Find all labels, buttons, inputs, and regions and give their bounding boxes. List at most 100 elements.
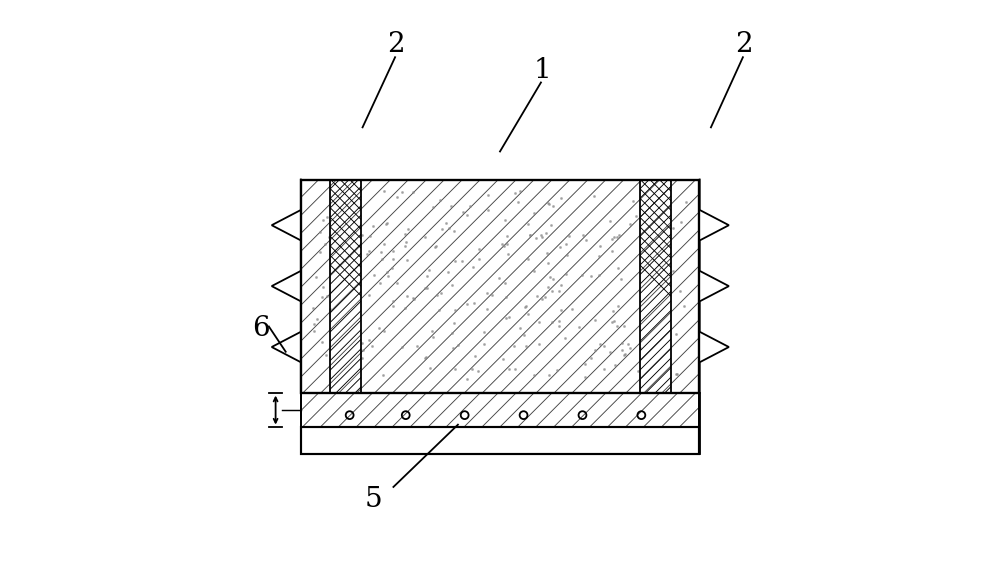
Point bbox=[389, 278, 405, 287]
Point bbox=[379, 219, 395, 228]
Point bbox=[512, 323, 528, 332]
Point bbox=[592, 339, 608, 348]
Point bbox=[534, 232, 550, 241]
Point bbox=[561, 232, 577, 241]
Point bbox=[533, 231, 549, 240]
Point bbox=[540, 259, 556, 268]
Point bbox=[479, 305, 495, 314]
Point bbox=[405, 187, 421, 196]
Point bbox=[465, 263, 481, 272]
Point bbox=[604, 234, 620, 243]
Point bbox=[372, 279, 388, 288]
Point bbox=[498, 313, 514, 322]
Point bbox=[405, 293, 421, 302]
Point bbox=[507, 188, 523, 197]
Point bbox=[520, 219, 536, 228]
Point bbox=[364, 342, 380, 351]
Point bbox=[587, 345, 603, 354]
Bar bbox=[640, 180, 671, 393]
Point bbox=[476, 340, 492, 349]
Point bbox=[459, 300, 475, 309]
Point bbox=[607, 361, 623, 370]
Point bbox=[665, 266, 681, 275]
Point bbox=[315, 282, 331, 291]
Point bbox=[498, 292, 514, 301]
Point bbox=[574, 270, 590, 279]
Point bbox=[620, 340, 636, 349]
Point bbox=[491, 274, 507, 283]
Point bbox=[602, 347, 618, 356]
Point bbox=[602, 216, 618, 225]
Point bbox=[417, 232, 433, 241]
Bar bbox=[301, 393, 699, 427]
Point bbox=[495, 355, 511, 364]
Point bbox=[543, 221, 559, 230]
Point bbox=[545, 275, 561, 284]
Point bbox=[538, 229, 554, 238]
Bar bbox=[640, 180, 671, 393]
Point bbox=[398, 238, 414, 247]
Point bbox=[399, 255, 415, 264]
Point bbox=[544, 287, 560, 296]
Point bbox=[542, 273, 558, 282]
Point bbox=[528, 234, 544, 243]
Point bbox=[446, 226, 462, 235]
Point bbox=[447, 364, 463, 373]
Point bbox=[545, 201, 561, 210]
Point bbox=[399, 292, 415, 301]
Point bbox=[314, 337, 330, 346]
Point bbox=[668, 369, 684, 378]
Point bbox=[354, 231, 370, 240]
Point bbox=[406, 295, 422, 304]
Point bbox=[564, 304, 580, 313]
Point bbox=[354, 353, 370, 362]
Point bbox=[622, 343, 638, 352]
Point bbox=[446, 319, 462, 328]
Point bbox=[447, 256, 463, 265]
Point bbox=[665, 223, 681, 232]
Point bbox=[419, 272, 435, 280]
Point bbox=[445, 344, 461, 353]
Point bbox=[500, 249, 516, 258]
Point bbox=[433, 288, 449, 297]
Point bbox=[552, 242, 568, 251]
Point bbox=[613, 275, 629, 284]
Bar bbox=[330, 180, 361, 393]
Point bbox=[499, 240, 515, 249]
Point bbox=[575, 230, 591, 239]
Point bbox=[668, 330, 684, 339]
Bar bbox=[640, 180, 671, 393]
Point bbox=[306, 326, 322, 335]
Point bbox=[541, 199, 557, 208]
Bar bbox=[301, 427, 699, 454]
Point bbox=[596, 365, 612, 374]
Point bbox=[312, 227, 328, 236]
Text: 6: 6 bbox=[252, 315, 269, 342]
Point bbox=[397, 230, 413, 239]
Point bbox=[397, 241, 413, 250]
Bar bbox=[301, 180, 699, 393]
Point bbox=[308, 273, 324, 282]
Point bbox=[630, 366, 646, 375]
Point bbox=[606, 233, 622, 242]
Point bbox=[628, 211, 644, 220]
Point bbox=[466, 299, 482, 308]
Point bbox=[419, 284, 435, 293]
Point bbox=[462, 201, 478, 210]
Point bbox=[373, 247, 389, 256]
Point bbox=[376, 327, 392, 335]
Point bbox=[306, 319, 322, 328]
Point bbox=[385, 296, 401, 305]
Point bbox=[409, 342, 425, 351]
Point bbox=[480, 190, 496, 199]
Point bbox=[470, 366, 486, 375]
Point bbox=[609, 233, 625, 242]
Point bbox=[450, 341, 466, 350]
Point bbox=[365, 221, 381, 230]
Point bbox=[376, 240, 392, 249]
Point bbox=[534, 295, 550, 304]
Point bbox=[529, 292, 545, 301]
Point bbox=[553, 194, 569, 203]
Point bbox=[499, 232, 515, 241]
Point bbox=[494, 240, 510, 249]
